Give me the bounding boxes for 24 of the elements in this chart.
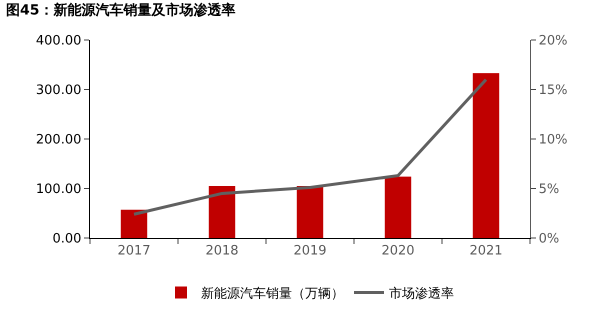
- x-tick-label: 2017: [117, 244, 151, 259]
- y2-tick-label: 10%: [538, 132, 568, 148]
- y2-tick-label: 0%: [538, 232, 560, 247]
- y2-tick-label: 15%: [538, 83, 568, 98]
- x-tick-label: 2019: [293, 244, 327, 259]
- y-tick-label: 0.00: [52, 232, 82, 247]
- bar: [208, 186, 236, 238]
- legend-label: 新能源汽车销量（万辆）: [201, 286, 344, 302]
- y-tick-label: 400.00: [36, 34, 82, 49]
- y2-tick-label: 5%: [538, 182, 560, 198]
- x-tick-label: 2020: [381, 244, 415, 259]
- bar: [296, 186, 324, 238]
- bar: [384, 176, 412, 238]
- y2-tick-label: 20%: [538, 34, 568, 49]
- x-tick-label: 2018: [205, 244, 239, 259]
- y-tick-label: 200.00: [36, 132, 82, 148]
- y-tick-label: 100.00: [36, 182, 82, 198]
- bar: [120, 210, 148, 238]
- x-tick-label: 2021: [469, 244, 503, 259]
- line-series: [132, 78, 488, 216]
- legend-label: 市场渗透率: [389, 286, 454, 302]
- y-tick-label: 300.00: [36, 83, 82, 98]
- bar: [472, 73, 500, 238]
- chart-title: 图45：新能源汽车销量及市场渗透率: [6, 2, 236, 19]
